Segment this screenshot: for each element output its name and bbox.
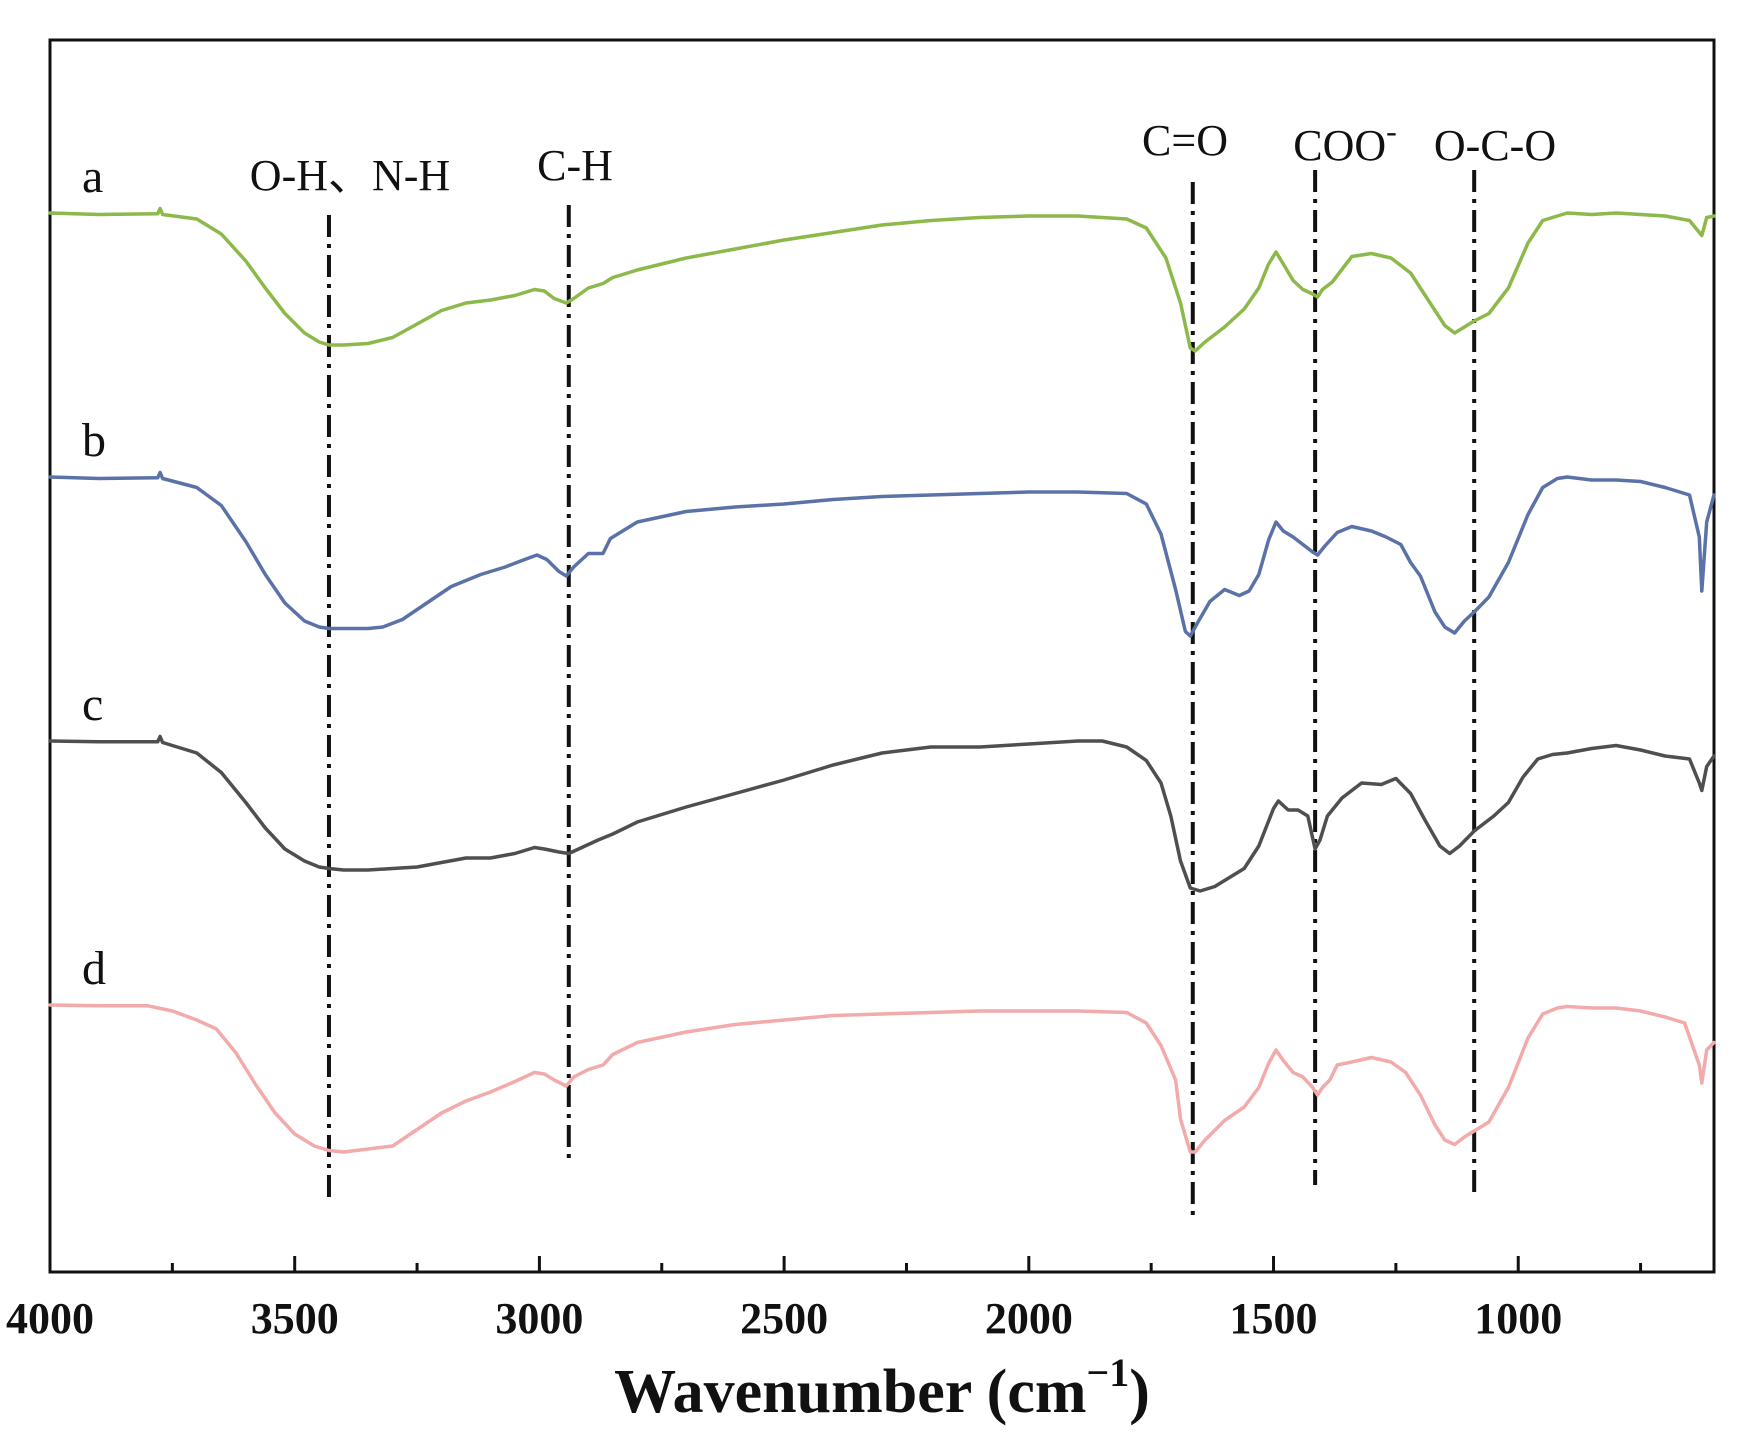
- x-tick-label: 3500: [251, 1294, 339, 1343]
- x-axis-tick-labels: 4000 3500 3000 2500 2000 1500 1000: [6, 1294, 1562, 1343]
- x-axis-ticks: [48, 1256, 1643, 1272]
- series-labels: a b c d: [82, 150, 106, 995]
- reference-lines: [326, 170, 1477, 1218]
- series-label-c: c: [82, 678, 103, 731]
- spectrum-b: [48, 470, 1716, 638]
- spectrum-c: [48, 734, 1716, 893]
- peak-label-1: C-H: [537, 141, 613, 190]
- plot-frame: [48, 38, 1716, 1274]
- spectra: [48, 206, 1716, 1154]
- peak-labels: O-H、N-H C-H C=O COO- O-C-O: [250, 113, 1556, 200]
- x-tick-label: 4000: [6, 1294, 94, 1343]
- x-tick-label: 1500: [1230, 1294, 1318, 1343]
- x-tick-label: 2500: [740, 1294, 828, 1343]
- x-axis-title: Wavenumber (cm−1): [614, 1350, 1150, 1426]
- series-label-a: a: [82, 150, 103, 203]
- spectrum-a: [48, 206, 1716, 353]
- x-tick-label: 1000: [1474, 1294, 1562, 1343]
- spectrum-d: [48, 1003, 1716, 1154]
- peak-label-3: COO-: [1293, 113, 1397, 170]
- x-tick-label: 2000: [985, 1294, 1073, 1343]
- series-label-b: b: [82, 414, 106, 467]
- x-tick-label: 3000: [495, 1294, 583, 1343]
- series-label-d: d: [82, 942, 106, 995]
- peak-label-0: O-H、N-H: [250, 151, 450, 200]
- peak-label-4: O-C-O: [1434, 121, 1556, 170]
- peak-label-2: C=O: [1142, 116, 1228, 165]
